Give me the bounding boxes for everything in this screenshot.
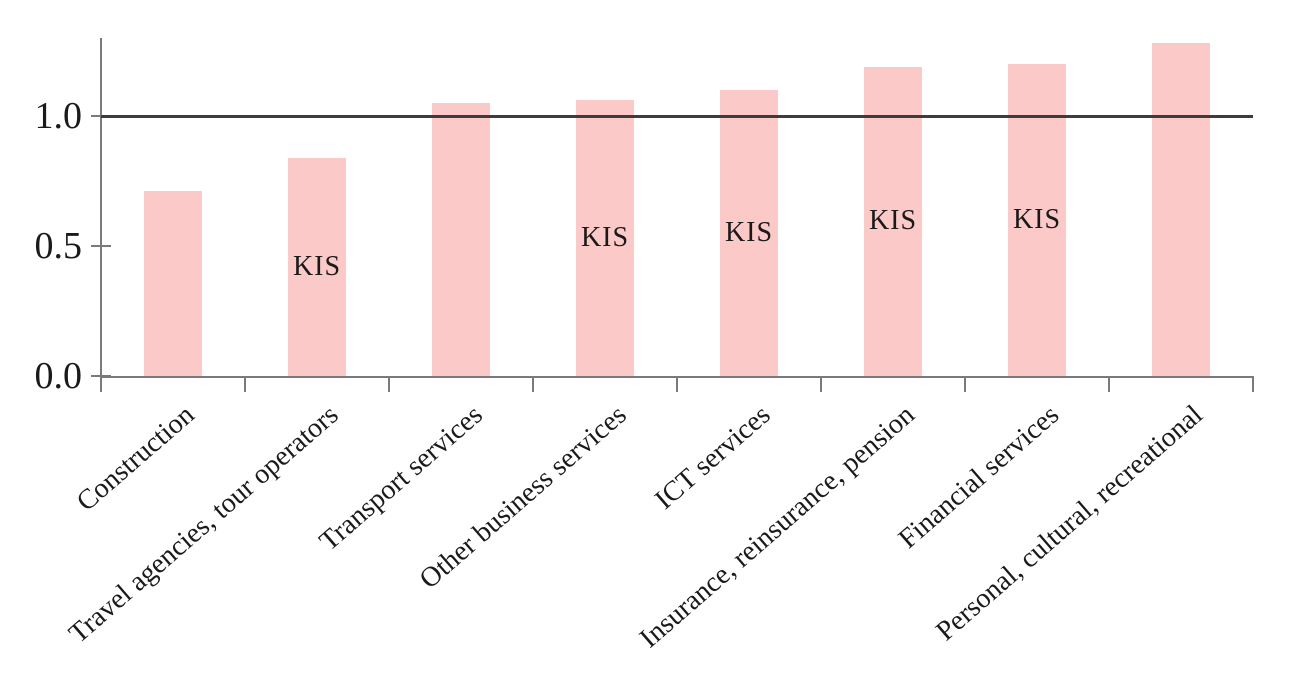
y-tick-mark-0.0 — [91, 375, 111, 377]
kis-annotation-other-business-services: KIS — [580, 222, 630, 254]
y-tick-label-1.0: 1.0 — [34, 95, 83, 137]
bar-construction — [144, 191, 202, 376]
x-category-label-insurance-reinsurance-pension: Insurance, reinsurance, pension — [633, 399, 921, 655]
bar-travel-agencies-tour-operators — [288, 157, 346, 376]
y-tick-label-0.0: 0.0 — [34, 355, 83, 397]
x-tick-mark-0 — [100, 377, 102, 392]
x-category-label-personal-cultural-recreational: Personal, cultural, recreational — [930, 399, 1209, 648]
bar-transport-services — [432, 103, 490, 376]
y-tick-label-0.5: 0.5 — [34, 225, 83, 267]
x-tick-mark-1 — [244, 377, 246, 392]
plot-area: KIS KIS KIS KIS KIS — [101, 38, 1253, 376]
kis-annotation-insurance-reinsurance-pension: KIS — [868, 205, 918, 237]
x-tick-mark-5 — [820, 377, 822, 392]
x-tick-mark-2 — [388, 377, 390, 392]
x-category-label-construction: Construction — [71, 399, 201, 518]
x-tick-mark-8 — [1252, 377, 1254, 392]
kis-annotation-financial-services: KIS — [1012, 204, 1062, 235]
kis-annotation-travel-agencies-tour-operators: KIS — [292, 250, 342, 282]
reference-line — [101, 115, 1253, 118]
x-category-label-travel-agencies-tour-operators: Travel agencies, tour operators — [63, 399, 345, 650]
x-tick-mark-6 — [964, 377, 966, 392]
x-tick-mark-4 — [676, 377, 678, 392]
bar-other-business-services — [576, 100, 634, 376]
bar-insurance-reinsurance-pension — [864, 66, 922, 376]
x-category-label-ict-services: ICT services — [649, 399, 777, 516]
y-axis — [100, 38, 102, 378]
kis-annotation-ict-services: KIS — [724, 217, 774, 248]
bar-ict-services — [720, 90, 778, 376]
x-tick-mark-7 — [1108, 377, 1110, 392]
bar-personal-cultural-recreational — [1152, 43, 1210, 376]
x-tick-mark-3 — [532, 377, 534, 392]
y-tick-mark-0.5 — [91, 245, 111, 247]
